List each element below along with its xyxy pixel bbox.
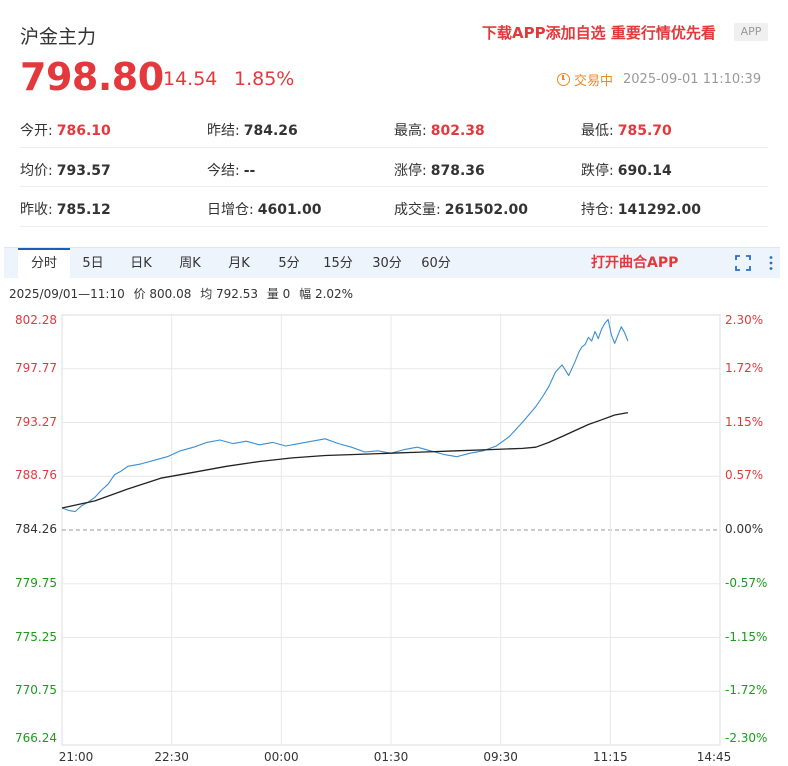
price-line <box>61 318 629 513</box>
y-axis-left-label: 793.27 <box>15 414 57 429</box>
tab-weekly-k[interactable]: 周K <box>179 256 201 271</box>
info-range: 幅 2.02% <box>299 287 354 301</box>
y-axis-right-label: 1.15% <box>725 414 764 429</box>
stats-row: 均价: 793.57 今结: -- 涨停: 878.36 跌停: 690.14 <box>20 148 768 187</box>
open-app-link[interactable]: 打开曲合APP <box>591 255 679 271</box>
x-axis-label: 22:30 <box>154 750 189 764</box>
y-axis-right-label: 2.30% <box>725 313 764 327</box>
stat-limit-down: 跌停: 690.14 <box>581 162 672 179</box>
info-volume: 量 0 <box>266 287 291 301</box>
stat-prev-close: 昨收: 785.12 <box>20 202 111 218</box>
price-change: 14.54 <box>163 68 218 90</box>
stats-row: 昨收: 785.12 日增仓: 4601.00 成交量: 261502.00 持仓: 1… <box>20 187 768 227</box>
info-datetime: 2025/09/01—11:10 <box>9 287 125 301</box>
stat-open: 今开: 786.10 <box>20 123 111 139</box>
app-badge[interactable]: APP <box>734 23 768 41</box>
tab-60min[interactable]: 60分 <box>421 256 451 271</box>
y-axis-right-label: -0.57% <box>725 575 768 590</box>
x-axis-label: 00:00 <box>264 750 299 764</box>
last-price: 798.80 <box>20 55 164 99</box>
quote-datetime: 2025-09-01 11:10:39 <box>623 72 762 87</box>
stat-avg: 均价: 793.57 <box>20 162 111 179</box>
stats-row: 今开: 786.10 昨结: 784.26 最高: 802.38 最低: 785.70 <box>20 108 768 148</box>
stat-settle: 今结: -- <box>207 162 256 179</box>
quote-header: 沪金主力 下载APP添加自选 重要行情优先看 APP 798.80 14.54 … <box>0 0 788 245</box>
status-label: 交易中 <box>574 74 614 89</box>
x-axis-label: 14:45 <box>696 750 732 764</box>
download-app-promo[interactable]: 下载APP添加自选 重要行情优先看 <box>482 24 716 42</box>
y-axis-right-label: 0.57% <box>725 468 764 483</box>
y-axis-right-label: -1.72% <box>725 683 768 698</box>
trading-status: 交易中 2025-09-01 11:10:39 <box>557 70 761 89</box>
y-axis-left-label: 775.25 <box>15 629 57 644</box>
y-axis-right-label: -2.30% <box>725 731 768 745</box>
x-axis-label: 01:30 <box>373 750 409 764</box>
tab-5min[interactable]: 5分 <box>278 256 300 271</box>
stats-table: 今开: 786.10 昨结: 784.26 最高: 802.38 最低: 785.70 … <box>20 108 768 227</box>
tab-30min[interactable]: 30分 <box>372 256 402 271</box>
stat-oi-change: 日增仓: 4601.00 <box>207 202 322 218</box>
stat-low: 最低: 785.70 <box>581 123 672 139</box>
fullscreen-icon[interactable] <box>735 255 751 271</box>
info-avg: 均 792.53 <box>200 287 259 301</box>
crosshair-info: 2025/09/01—11:10 价 800.08 均 792.53 量 0 幅… <box>9 285 358 302</box>
y-axis-left-label: 779.75 <box>15 575 57 590</box>
tab-monthly-k[interactable]: 月K <box>228 256 250 271</box>
instrument-title: 沪金主力 <box>20 26 97 48</box>
x-axis-label: 21:00 <box>58 750 94 764</box>
stat-volume: 成交量: 261502.00 <box>394 202 528 218</box>
y-axis-right-label: -1.15% <box>725 629 768 644</box>
tab-5day[interactable]: 5日 <box>82 256 104 271</box>
intraday-chart-svg <box>61 314 721 746</box>
tab-intraday[interactable]: 分时 <box>18 248 70 278</box>
chart-tab-bar: 分时 5日 日K 周K 月K 5分 15分 30分 60分 打开曲合APP <box>4 247 780 278</box>
y-axis-left-label: 784.26 <box>15 522 57 536</box>
stat-prev-settle: 昨结: 784.26 <box>207 123 298 139</box>
tab-15min[interactable]: 15分 <box>323 256 353 271</box>
y-axis-left-label: 766.24 <box>15 731 57 745</box>
y-axis-left-label: 802.28 <box>15 313 57 327</box>
price-change-percent: 1.85% <box>234 68 295 90</box>
more-options-icon[interactable] <box>768 255 774 271</box>
y-axis-left-label: 788.76 <box>15 468 57 483</box>
tab-daily-k[interactable]: 日K <box>130 256 152 271</box>
clock-icon <box>557 73 570 86</box>
info-price: 价 800.08 <box>133 287 192 301</box>
y-axis-right-label: 0.00% <box>725 522 764 536</box>
x-axis-label: 09:30 <box>483 750 518 764</box>
average-price-line <box>61 411 629 509</box>
y-axis-left-label: 797.77 <box>15 360 57 375</box>
y-axis-right-label: 1.72% <box>725 360 764 375</box>
intraday-chart[interactable]: 802.28 797.77 793.27 788.76 784.26 779.75 775.… <box>0 300 788 766</box>
stat-open-interest: 持仓: 141292.00 <box>581 202 701 218</box>
stat-limit-up: 涨停: 878.36 <box>394 162 485 179</box>
x-axis-label: 11:15 <box>593 750 628 764</box>
y-axis-left-label: 770.75 <box>15 683 57 698</box>
stat-high: 最高: 802.38 <box>394 123 485 139</box>
